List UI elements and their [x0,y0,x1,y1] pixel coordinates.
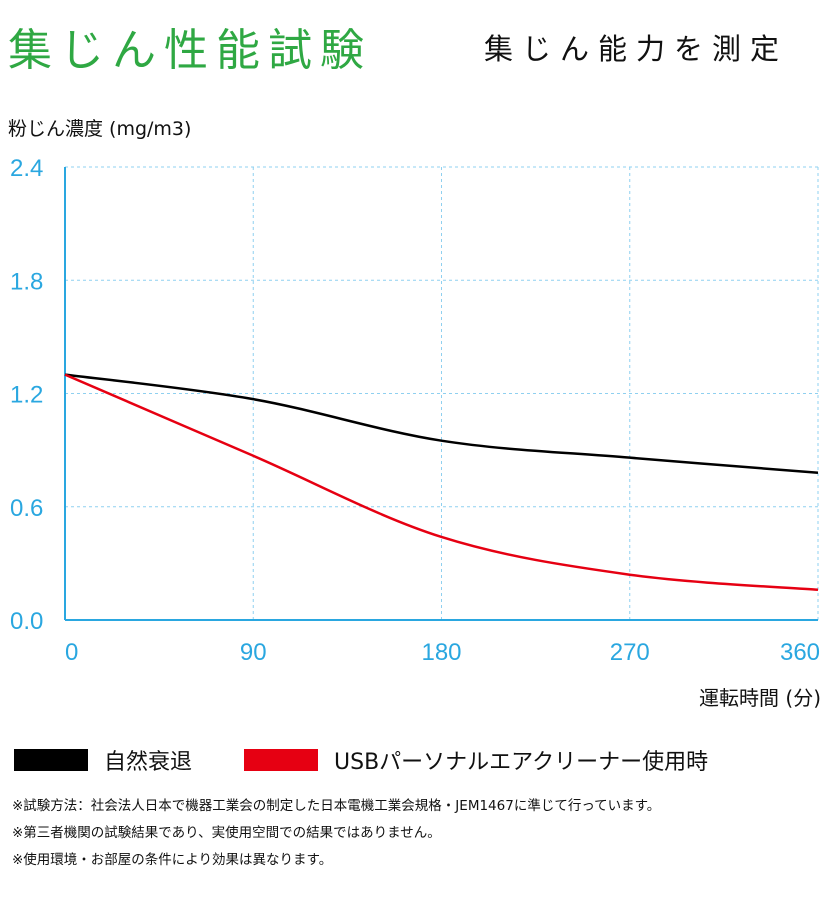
legend-label-natural: 自然衰退 [104,750,193,775]
y-tick-label: 2.4 [10,155,43,182]
legend: 自然衰退 USBパーソナルエアクリーナー使用時 [14,744,708,776]
page-subtitle: 集じん能力を測定 [484,32,789,66]
x-axis-label: 運転時間 (分) [699,686,821,710]
legend-swatch-natural [14,749,88,771]
legend-swatch-cleaner [244,749,319,771]
x-tick-label: 360 [780,639,820,666]
series-line-1 [64,373,819,592]
page-title: 集じん性能試験 [8,25,372,76]
x-tick-label: 90 [240,639,267,666]
y-axis-label: 粉じん濃度 (mg/m3) [8,118,192,140]
x-tick-label: 270 [610,639,650,666]
y-tick-label: 1.8 [10,268,43,295]
legend-label-cleaner: USBパーソナルエアクリーナー使用時 [334,750,709,775]
chart: 0 90 180 270 360 0.0 0.6 1.2 1.8 2.4 [10,155,820,666]
y-tick-label: 0.6 [10,495,43,522]
x-tick-label: 180 [421,639,461,666]
footnote: ※第三者機関の試験結果であり、実使用空間での結果ではありません。 [12,825,441,841]
y-tick-label: 1.2 [10,382,43,409]
footnote: ※使用環境・お部屋の条件により効果は異なります。 [12,852,333,868]
footnote: ※試験方法：社会法人日本で機器工業会の制定した日本電機工業会規格・JEM1467… [12,798,661,814]
x-tick-label: 0 [65,639,78,666]
footnotes: ※試験方法：社会法人日本で機器工業会の制定した日本電機工業会規格・JEM1467… [12,793,660,874]
series-line-0 [64,373,819,475]
y-tick-label: 0.0 [10,608,43,635]
